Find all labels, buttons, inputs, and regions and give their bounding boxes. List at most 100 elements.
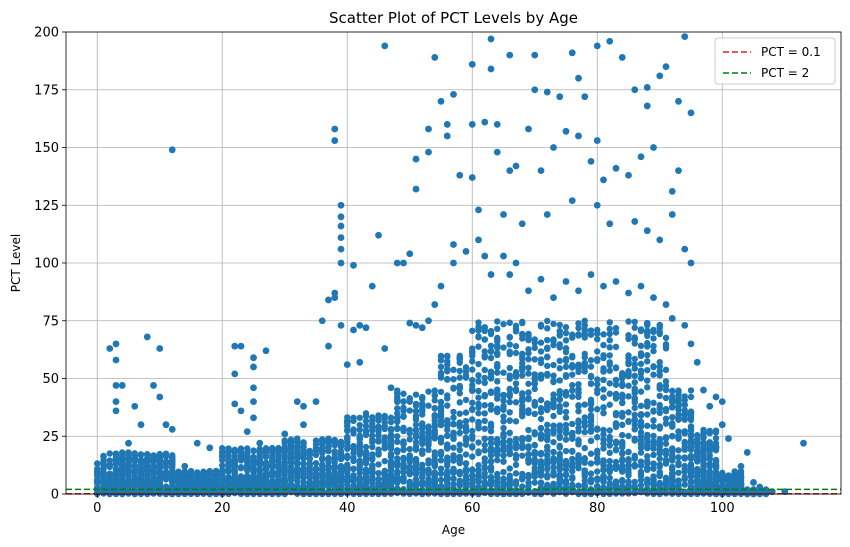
scatter-point [531, 336, 538, 343]
scatter-point [119, 451, 126, 459]
scatter-point [494, 483, 501, 490]
scatter-point [350, 430, 357, 437]
scatter-point [512, 441, 520, 449]
scatter-point [450, 480, 457, 488]
scatter-point [181, 468, 188, 475]
scatter-point [487, 480, 495, 488]
scatter-point [294, 436, 301, 444]
scatter-point [256, 439, 264, 447]
scatter-point [650, 432, 657, 440]
scatter-point [344, 435, 351, 443]
scatter-point [175, 470, 182, 477]
scatter-point [500, 369, 507, 376]
scatter-point [593, 137, 601, 144]
scatter-point [537, 463, 545, 471]
scatter-point [568, 197, 576, 205]
scatter-point [556, 405, 563, 412]
scatter-point [456, 423, 463, 430]
scatter-point [362, 454, 370, 462]
scatter-point [475, 333, 482, 340]
scatter-point [537, 450, 545, 457]
scatter-point [675, 388, 682, 396]
scatter-point [456, 456, 463, 463]
scatter-point [444, 375, 451, 383]
scatter-point [550, 480, 557, 488]
scatter-point [450, 90, 457, 98]
scatter-point [706, 480, 713, 487]
scatter-point [606, 337, 613, 344]
scatter-point [637, 360, 645, 368]
scatter-point [281, 446, 288, 453]
scatter-point [606, 325, 613, 333]
scatter-point [494, 360, 501, 368]
scatter-point [419, 450, 426, 457]
scatter-point [681, 401, 688, 408]
scatter-point [362, 417, 370, 425]
scatter-point [362, 429, 370, 436]
scatter-point [587, 271, 595, 278]
scatter-point [587, 363, 595, 370]
scatter-point [250, 363, 257, 371]
scatter-point [556, 365, 563, 372]
scatter-point [569, 371, 576, 378]
scatter-point [581, 326, 588, 333]
scatter-point [475, 394, 482, 401]
scatter-point [531, 86, 539, 94]
scatter-point [137, 474, 145, 481]
scatter-point [550, 438, 557, 446]
scatter-point [512, 380, 520, 387]
scatter-point [637, 458, 645, 465]
scatter-point [637, 153, 645, 161]
scatter-point [487, 354, 495, 362]
scatter-point [537, 348, 545, 355]
scatter-point [512, 481, 520, 488]
scatter-point [506, 333, 513, 341]
scatter-point [700, 472, 707, 480]
scatter-point [187, 470, 195, 477]
scatter-point [450, 408, 457, 416]
scatter-point [450, 385, 457, 392]
scatter-point [100, 453, 107, 460]
scatter-point [475, 378, 482, 385]
scatter-point [431, 461, 438, 468]
scatter-point [356, 434, 363, 441]
scatter-point [619, 394, 626, 402]
scatter-point [231, 457, 238, 464]
scatter-point [694, 451, 701, 458]
scatter-point [500, 211, 507, 218]
scatter-point [100, 471, 107, 478]
scatter-point [656, 481, 663, 488]
scatter-point [293, 398, 301, 405]
scatter-point [444, 468, 451, 475]
scatter-point [512, 418, 520, 425]
scatter-point [519, 363, 526, 370]
scatter-point [231, 474, 238, 482]
scatter-point [556, 344, 563, 351]
scatter-point [512, 342, 520, 350]
scatter-point [650, 477, 657, 484]
scatter-point [637, 412, 645, 419]
scatter-point [193, 439, 201, 447]
scatter-point [431, 456, 438, 463]
scatter-point [600, 466, 607, 474]
scatter-point [500, 418, 507, 425]
scatter-point [300, 402, 307, 410]
scatter-point [700, 466, 707, 473]
scatter-point [531, 410, 538, 418]
scatter-point [600, 331, 607, 338]
scatter-point [481, 402, 488, 409]
scatter-point [300, 452, 307, 459]
scatter-point [612, 438, 620, 445]
scatter-point [600, 404, 607, 411]
scatter-point [443, 132, 451, 140]
scatter-point [481, 417, 488, 425]
scatter-point [650, 335, 657, 342]
scatter-point [631, 86, 639, 94]
scatter-point [544, 456, 551, 464]
scatter-point [262, 461, 270, 468]
scatter-point [500, 468, 507, 476]
scatter-point [244, 477, 251, 485]
scatter-point [606, 433, 613, 441]
scatter-point [456, 367, 463, 375]
scatter-point [300, 446, 307, 453]
